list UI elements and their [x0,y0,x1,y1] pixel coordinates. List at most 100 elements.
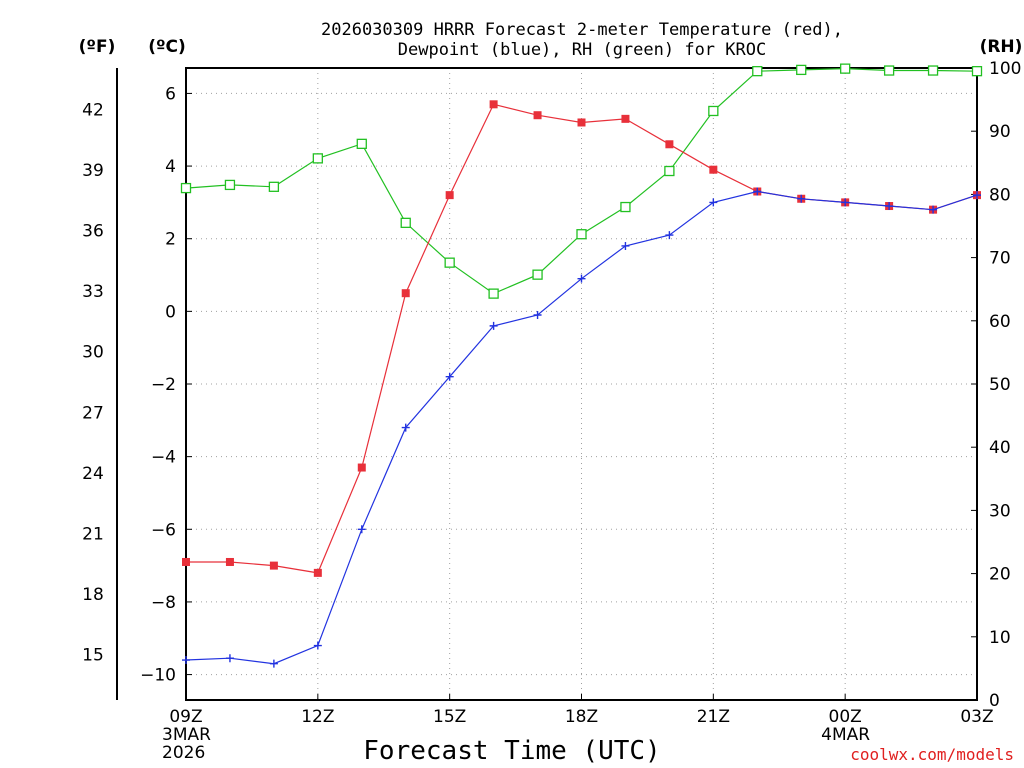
temperature-point [269,561,278,570]
dewpoint-point [313,641,322,650]
celsius-tick-label: 0 [165,302,176,322]
celsius-tick-label: −2 [151,375,176,395]
rh-point [224,179,236,191]
x-axis-label: Forecast Time (UTC) [363,736,660,766]
rh-point [883,65,895,76]
rh-tick-label: 100 [989,59,1021,79]
temperature-point [445,191,454,200]
temperature-point [182,557,190,566]
temperature-point [401,289,410,298]
temperature-point [577,118,586,127]
rh-tick-label: 50 [989,375,1011,395]
temperature-point [533,111,542,120]
chart-title-line1: 2026030309 HRRR Forecast 2-meter Tempera… [321,20,843,40]
dewpoint-point [577,274,586,283]
x-tick-label: 21Z [697,707,730,727]
fahrenheit-tick-label: 42 [82,101,104,121]
rh-line [185,67,978,295]
rh-tick-label: 40 [989,438,1011,458]
temperature-point [665,140,674,149]
rh-point [664,165,675,177]
fahrenheit-tick-label: 39 [82,161,104,181]
rh-point [752,66,763,77]
fahrenheit-tick-label: 36 [82,222,104,242]
rh-point [927,65,939,76]
celsius-tick-label: −10 [140,666,176,686]
dewpoint-point [753,187,762,196]
rh-unit-label: (RH) [980,37,1023,57]
dewpoint-point [841,198,850,207]
celsius-tick-label: −4 [151,448,176,468]
rh-point [356,138,367,149]
rh-tick-label: 60 [989,312,1011,332]
x-tick-label: 15Z [433,707,466,727]
fahrenheit-tick-label: 15 [82,645,104,665]
dewpoint-point [401,423,410,432]
dewpoint-point [621,241,630,250]
fahrenheit-tick-label: 24 [82,464,104,484]
rh-point [180,182,192,194]
rh-tick-label: 10 [989,628,1011,648]
celsius-tick-label: −6 [151,520,176,540]
credit-text: coolwx.com/models [850,745,1014,764]
x-date-label: 3MAR [162,725,211,745]
rh-tick-label: 70 [989,249,1011,269]
rh-point [576,229,587,240]
celsius-tick-label: 6 [165,84,176,104]
rh-point [312,153,323,164]
fahrenheit-unit-label: (ºF) [79,37,116,57]
dewpoint-point [709,198,718,207]
dewpoint-point [665,231,674,240]
celsius-tick-label: 4 [165,157,176,177]
fahrenheit-tick-label: 30 [82,343,104,363]
celsius-unit-label: (ºC) [148,37,186,57]
temperature-point [621,114,630,123]
rh-tick-label: 80 [989,185,1011,205]
x-year-label: 2026 [162,743,205,763]
temperature-point [313,568,322,577]
temperature-point [225,557,234,566]
dewpoint-point [269,659,278,668]
x-tick-label: 00Z [829,707,862,727]
dewpoint-point [929,205,938,214]
dewpoint-point [357,525,366,534]
rh-point [444,257,455,268]
fahrenheit-tick-label: 18 [82,585,104,605]
dewpoint-point [973,191,981,200]
fahrenheit-tick-label: 21 [82,524,104,544]
rh-point [796,64,807,76]
x-tick-label: 03Z [960,707,993,727]
dewpoint-point [445,372,454,381]
temperature-point [357,463,366,472]
fahrenheit-tick-label: 27 [82,403,104,423]
dewpoint-point [885,202,894,211]
data-series [180,63,983,668]
rh-tick-label: 30 [989,501,1011,521]
rh-point [708,105,719,117]
dewpoint-point [533,310,542,319]
celsius-tick-label: −8 [151,593,176,613]
dewpoint-point [489,321,498,330]
chart-title-line2: Dewpoint (blue), RH (green) for KROC [398,40,766,60]
temperature-point [709,165,718,174]
x-tick-label: 18Z [565,707,598,727]
grid-lines [186,68,977,700]
rh-point [488,288,499,299]
rh-tick-label: 90 [989,122,1011,142]
rh-point [971,66,983,77]
rh-point [840,63,851,74]
x-tick-label: 09Z [169,707,202,727]
dewpoint-point [225,654,234,663]
x-date-label: 4MAR [821,725,870,745]
rh-point [268,181,280,192]
fahrenheit-tick-label: 33 [82,282,104,302]
x-tick-label: 12Z [301,707,334,727]
rh-point [400,217,411,228]
dewpoint-line [185,190,978,665]
celsius-tick-label: 2 [165,230,176,250]
rh-tick-label: 20 [989,565,1011,585]
dewpoint-point [797,194,806,203]
temperature-point [489,100,498,109]
rh-point [532,269,543,280]
